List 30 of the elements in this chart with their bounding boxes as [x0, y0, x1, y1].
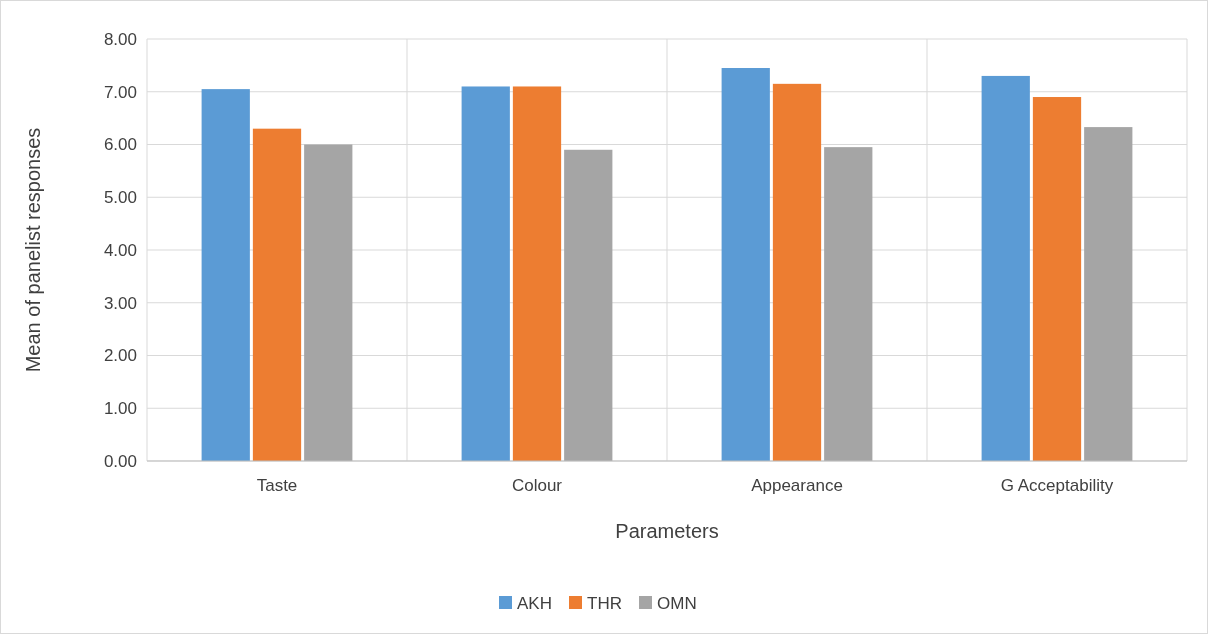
x-tick-label: Taste: [256, 476, 298, 495]
bar: [721, 68, 770, 461]
legend-label: OMN: [657, 593, 697, 613]
bar: [304, 144, 353, 461]
bar: [772, 83, 822, 461]
bar: [824, 147, 873, 461]
y-tick-label: 5.00: [103, 188, 137, 208]
bar: [512, 86, 562, 461]
y-tick-label: 7.00: [103, 82, 137, 102]
x-tick-label: G Acceptability: [1000, 476, 1114, 495]
x-tick-label: Colour: [511, 476, 563, 495]
y-tick-label: 4.00: [103, 240, 137, 260]
y-tick-label: 6.00: [103, 135, 137, 155]
bar: [1032, 97, 1082, 461]
y-axis-title: Mean of panelist responses: [22, 127, 44, 373]
bar: [981, 75, 1030, 461]
x-tick-label: Appearance: [751, 476, 843, 495]
y-tick-label: 8.00: [103, 29, 137, 49]
y-tick-label: 0.00: [103, 451, 137, 471]
bar: [564, 149, 613, 461]
bar: [252, 128, 302, 461]
bar: [201, 89, 250, 461]
y-tick-label: 2.00: [103, 346, 137, 366]
legend-label: THR: [587, 593, 622, 613]
y-tick-label: 3.00: [103, 293, 137, 313]
x-axis-title: Parameters: [615, 520, 719, 542]
bar: [461, 86, 510, 461]
y-tick-label: 1.00: [103, 399, 137, 419]
legend-label: AKH: [517, 593, 552, 613]
bar: [1084, 127, 1133, 461]
